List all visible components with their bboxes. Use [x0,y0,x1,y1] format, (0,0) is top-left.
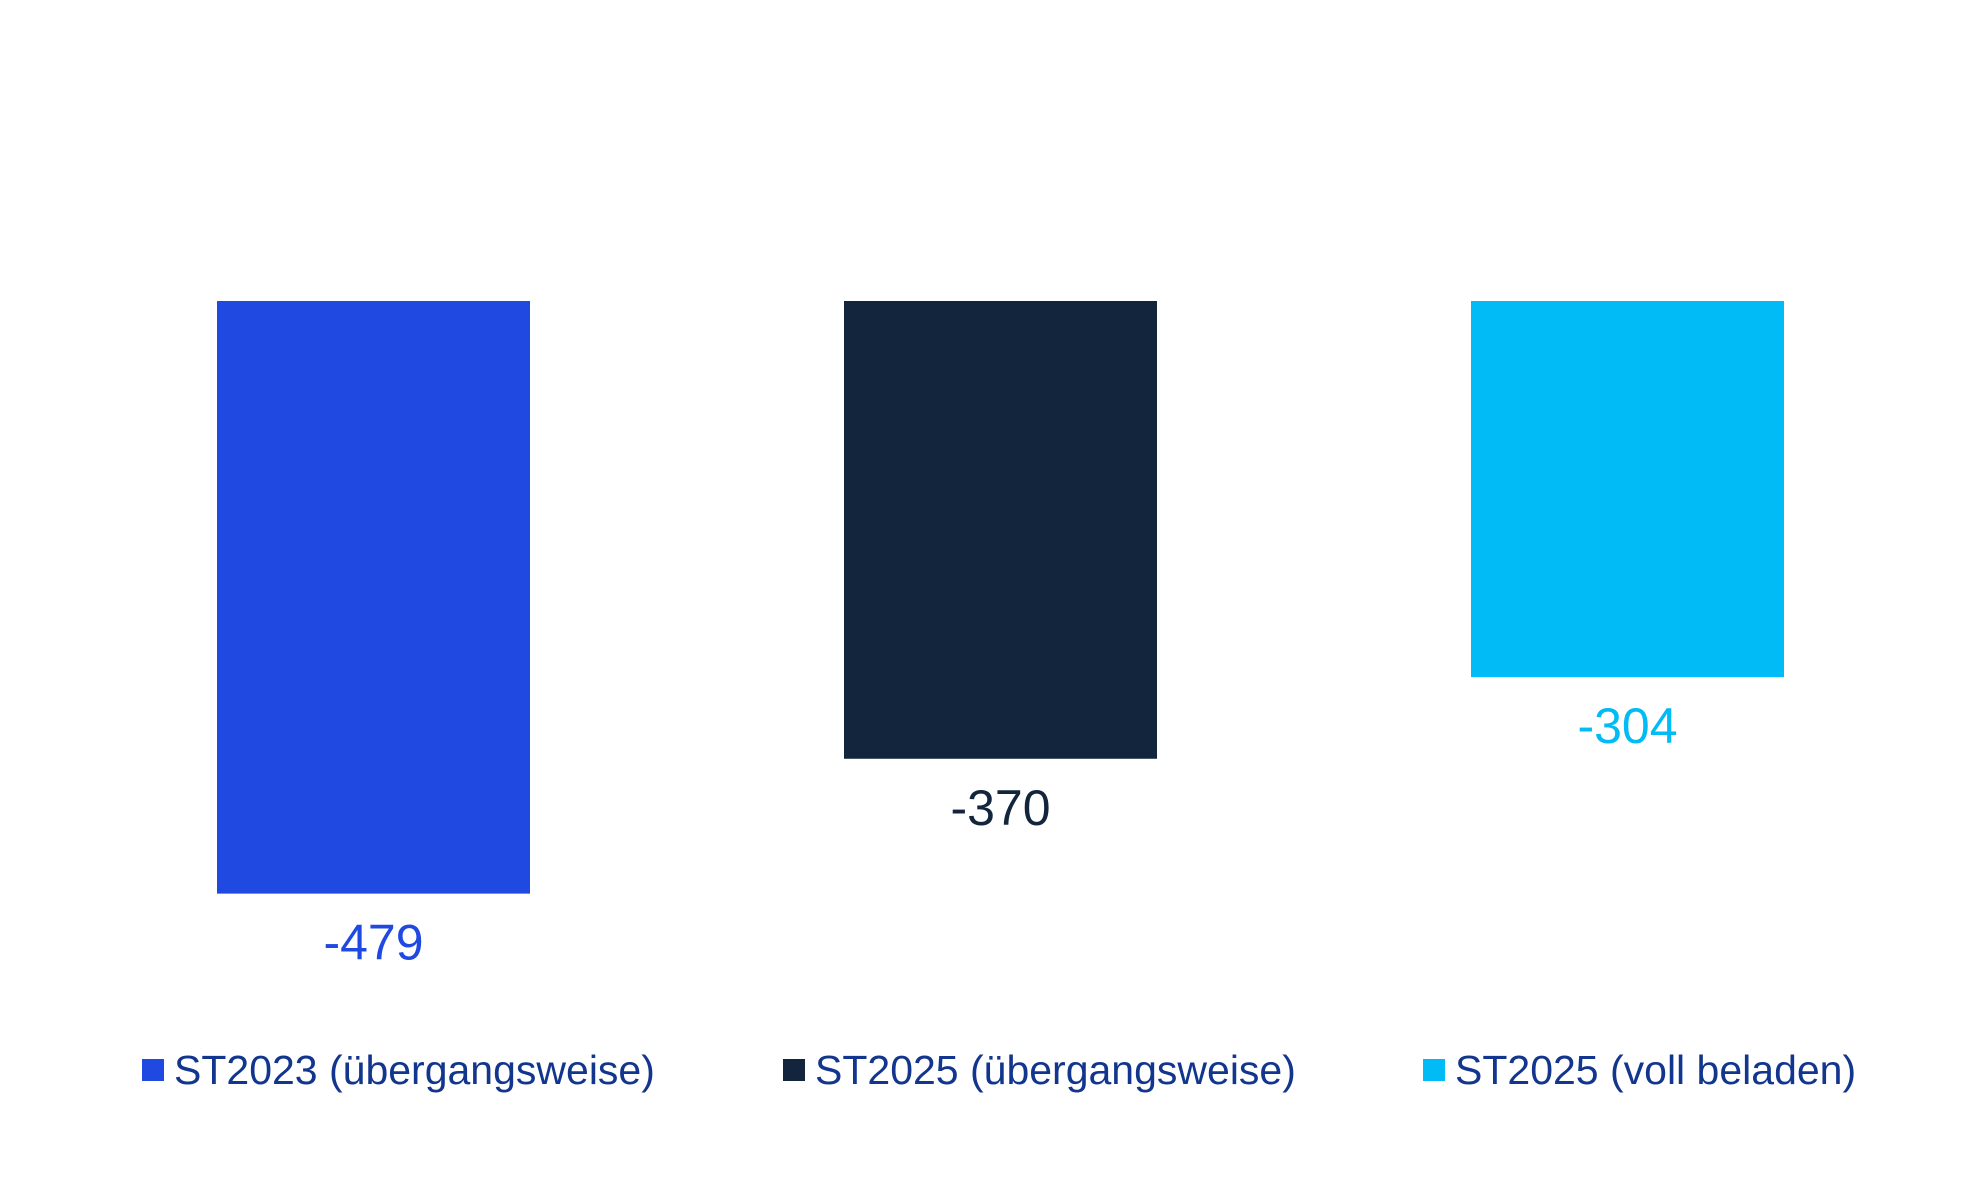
legend-item-st2025-uebergang: ST2025 (übergangsweise) [783,1040,1296,1100]
legend-item-st2023-uebergang: ST2023 (übergangsweise) [142,1040,655,1100]
legend-swatch-st2025-voll [1423,1059,1445,1081]
bar-st2025-uebergang [844,301,1157,759]
bar-st2025-voll [1471,301,1784,678]
legend-label-st2025-uebergang: ST2025 (übergangsweise) [815,1046,1296,1093]
data-label-st2023-uebergang: -479 [323,915,423,971]
data-label-st2025-uebergang: -370 [950,780,1050,836]
data-label-st2025-voll: -304 [1577,698,1677,754]
legend-item-st2025-voll: ST2025 (voll beladen) [1423,1040,1856,1100]
legend-label-st2025-voll: ST2025 (voll beladen) [1455,1046,1857,1093]
bar-st2023-uebergang [217,301,530,894]
legend-label-st2023-uebergang: ST2023 (übergangsweise) [174,1046,655,1093]
bar-chart: -479 -370 -304 [217,301,1784,971]
chart-legend: ST2023 (übergangsweise) ST2025 (übergang… [0,1040,1987,1100]
legend-swatch-st2025-uebergang [783,1059,805,1081]
legend-swatch-st2023-uebergang [142,1059,164,1081]
